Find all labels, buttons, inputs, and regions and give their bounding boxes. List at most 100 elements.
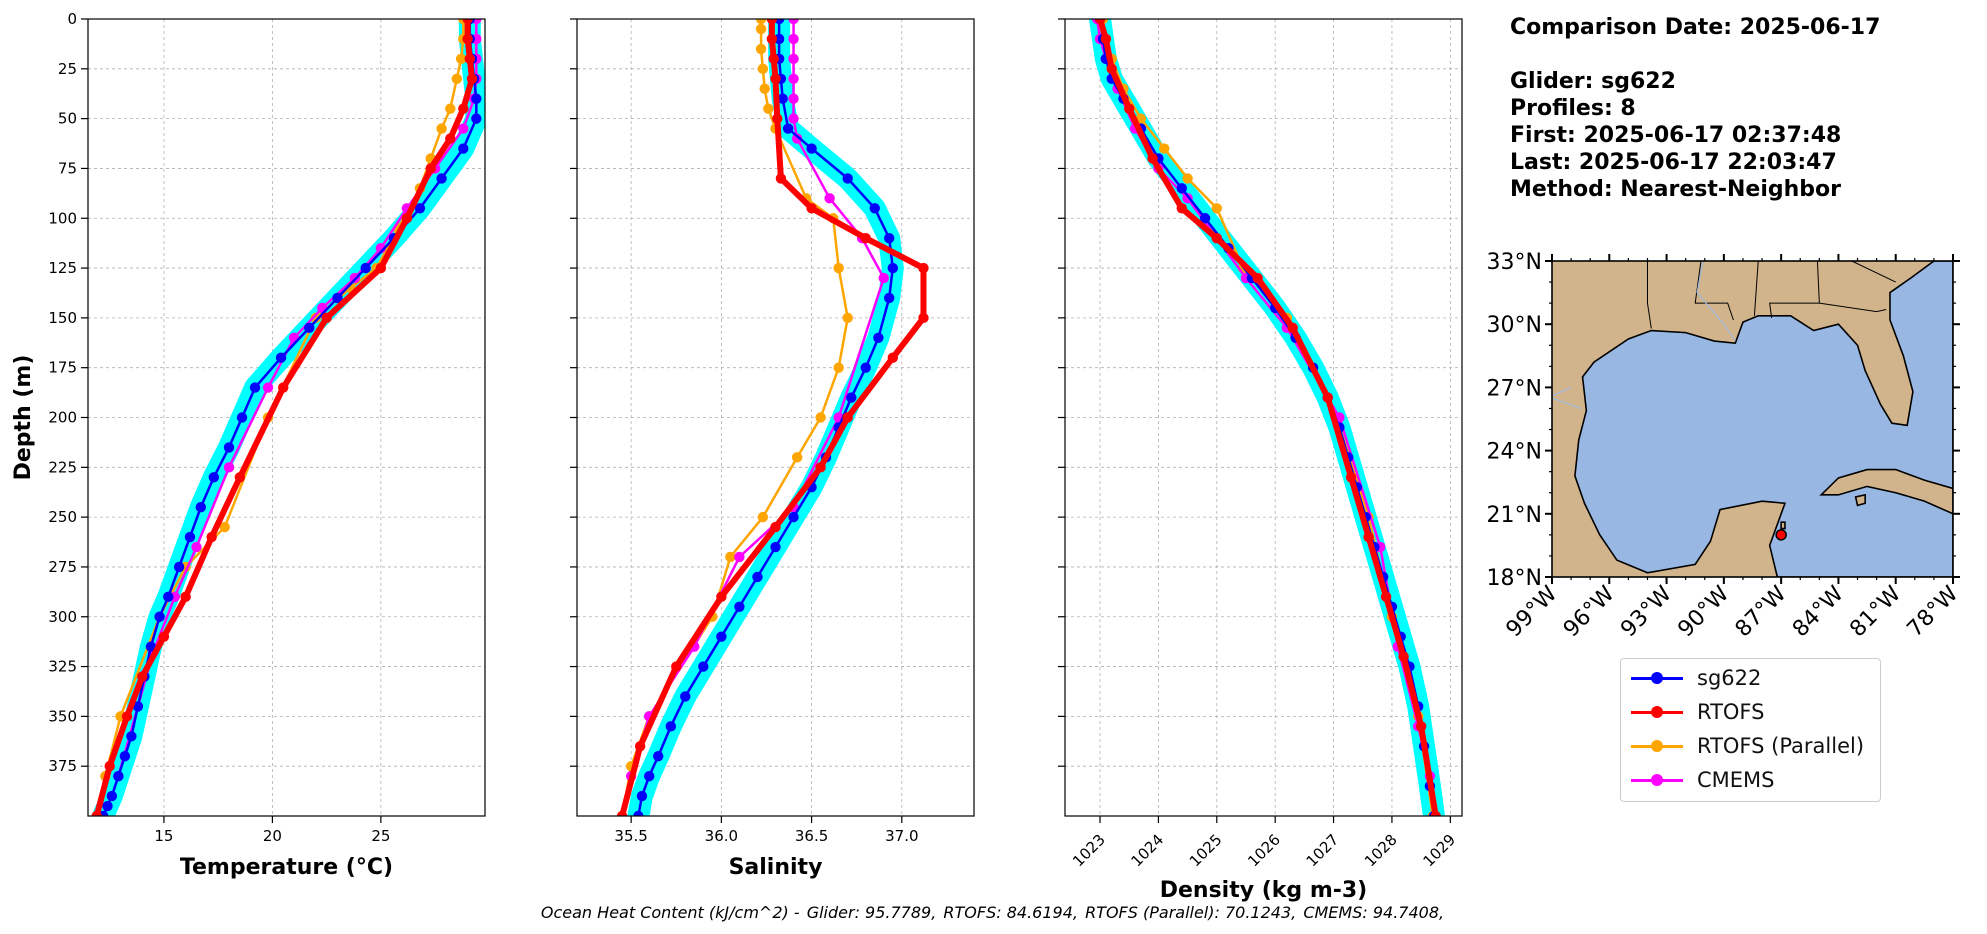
data-point [782,123,794,134]
glider-name: Glider: sg622 [1510,69,1676,94]
data-point [806,203,817,214]
ohc-cmems: CMEMS: 94.7408, [1303,903,1445,922]
data-point [773,33,785,45]
ohc-rtofs: RTOFS: 84.6194, [943,903,1078,922]
y-tick-label: 350 [48,707,77,725]
data-point [1430,810,1441,816]
data-point [680,691,691,702]
data-point [158,631,170,642]
data-point [304,322,315,334]
data-point [757,511,769,523]
ohc-label: Ocean Heat Content (kJ/cm^2) - [540,903,800,922]
data-point [788,113,799,124]
data-point [775,173,787,184]
data-point [788,19,799,25]
data-point [191,541,202,553]
plot-area [91,19,485,816]
data-point [653,751,664,762]
data-point [665,721,677,732]
data-point [332,292,343,304]
legend-item-rtofs: RTOFS [1631,697,1764,727]
data-point [1211,232,1222,244]
state-border [1646,261,1652,329]
data-point [1147,153,1158,164]
data-point [121,711,133,722]
data-point [91,810,102,816]
data-point [223,462,235,473]
river [1552,397,1581,410]
x-tick-label: 1026 [1244,831,1284,871]
series-line [93,19,475,816]
data-point [755,23,767,35]
data-point [842,312,853,324]
data-point [883,232,895,244]
y-tick-label: 175 [48,359,77,377]
data-point [766,33,778,45]
x-tick-label: 1029 [1419,831,1459,871]
lat-tick-label: 30°N [1487,313,1542,338]
data-point [466,73,478,84]
data-point [102,800,113,812]
data-point [869,203,880,214]
data-point [815,462,826,473]
x-tick-label: 36.5 [795,827,828,845]
data-point [249,382,261,393]
data-point [206,531,217,543]
data-point [458,123,469,134]
data-point [471,93,482,104]
lon-tick-label: 81°W [1845,581,1906,642]
x-tick-label: 1024 [1128,831,1168,871]
data-point [860,362,871,373]
data-point [766,19,778,25]
data-point [113,770,124,782]
data-point [234,472,246,483]
lon-tick-label: 84°W [1788,581,1849,642]
data-point [770,521,781,533]
data-point [716,591,727,603]
data-point [633,810,644,816]
data-point [104,760,115,772]
data-point [791,452,803,463]
data-point [1124,103,1135,114]
data-point [1363,531,1374,543]
data-point [616,810,628,816]
cuba [1819,468,1953,515]
data-point [310,312,321,324]
series-rtofs [616,19,929,816]
profiles-count: Profiles: 8 [1510,96,1636,121]
glider-location-marker [1775,529,1787,541]
data-point [860,232,871,244]
x-tick-label: 1027 [1303,831,1343,871]
state-border [1753,261,1759,316]
map-panel: 99°W96°W93°W90°W87°W84°W81°W78°W33°N30°N… [1487,250,1964,642]
data-point [878,272,889,284]
data-point [824,193,835,204]
legend-item-cmems: CMEMS [1631,765,1775,795]
data-point [846,392,857,403]
series-line [117,19,478,777]
legend-item-sg622: sg622 [1631,663,1761,693]
data-point [414,203,426,214]
y-tick-label: 50 [58,110,77,128]
data-point [119,751,131,762]
data-point [208,472,220,483]
y-tick-label: 250 [48,508,77,526]
data-point [236,412,248,423]
data-point [873,332,884,343]
data-point [458,143,469,154]
data-point [262,382,274,393]
river [1696,261,1736,342]
series-rtofs [91,19,478,816]
data-point [132,701,144,712]
data-point [1322,392,1333,403]
data-point [145,641,157,652]
y-tick-label: 300 [48,608,77,626]
plot-area [1089,19,1445,816]
y-tick-label: 375 [48,757,77,775]
data-point [698,661,709,672]
legend: sg622 RTOFS RTOFS (Parallel) CMEMS [1620,658,1881,802]
y-tick-label: 275 [48,558,77,576]
data-point [451,73,462,84]
data-point [275,352,287,363]
data-point [1252,272,1263,284]
